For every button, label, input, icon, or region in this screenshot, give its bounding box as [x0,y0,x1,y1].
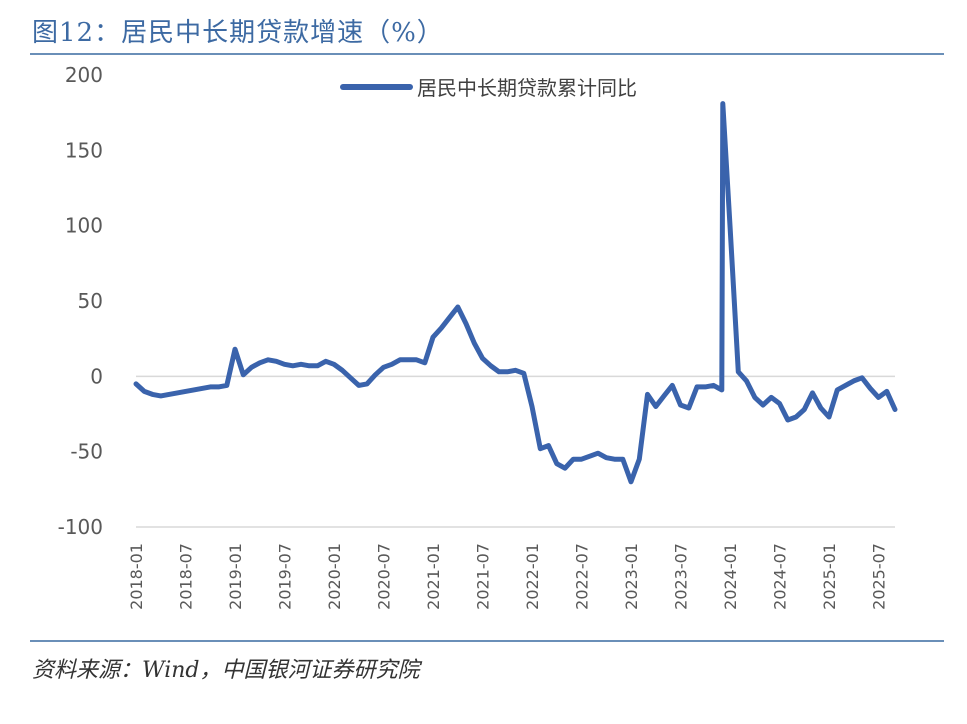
y-tick-label: 150 [65,138,103,162]
x-tick-label: 2024-07 [771,543,790,610]
x-tick-label: 2023-01 [622,543,641,610]
x-tick-label: 2019-01 [226,543,245,610]
x-tick-label: 2023-07 [672,543,691,610]
y-tick-label: -50 [70,440,103,464]
x-tick-label: 2018-07 [177,543,196,610]
x-axis: 2018-01 2018-07 2019-01 2019-07 2020-01 2020-… [127,526,895,610]
x-tick-label: 2022-07 [573,543,592,610]
series-line-0 [133,101,898,485]
legend-label: 居民中长期贷款累计同比 [417,76,637,100]
bottom-divider [30,640,944,642]
x-tick-label: 2022-01 [523,543,542,610]
x-tick-label: 2018-01 [127,543,146,610]
x-tick-label: 2020-01 [325,543,344,610]
x-tick-label: 2021-07 [474,543,493,610]
x-tick-label: 2025-01 [820,543,839,610]
x-tick-label: 2019-07 [276,543,295,610]
x-tick-label: 2025-07 [870,543,889,610]
x-tick-label: 2024-01 [721,543,740,610]
legend: 居民中长期贷款累计同比 [340,76,637,100]
y-tick-label: -100 [58,515,103,539]
top-divider [30,53,944,55]
x-tick-label: 2020-07 [375,543,394,610]
x-tick-label: 2021-01 [424,543,443,610]
y-axis: -100 -50 0 50 100 150 200 [58,63,103,539]
y-tick-label: 50 [78,289,103,313]
y-tick-label: 0 [90,364,103,388]
y-tick-label: 200 [65,63,103,87]
series-layer [133,101,898,485]
source-note: 资料来源：Wind，中国银河证券研究院 [32,658,420,683]
y-tick-label: 100 [65,214,103,238]
chart-title: 图12：居民中长期贷款增速（%） [32,18,444,48]
